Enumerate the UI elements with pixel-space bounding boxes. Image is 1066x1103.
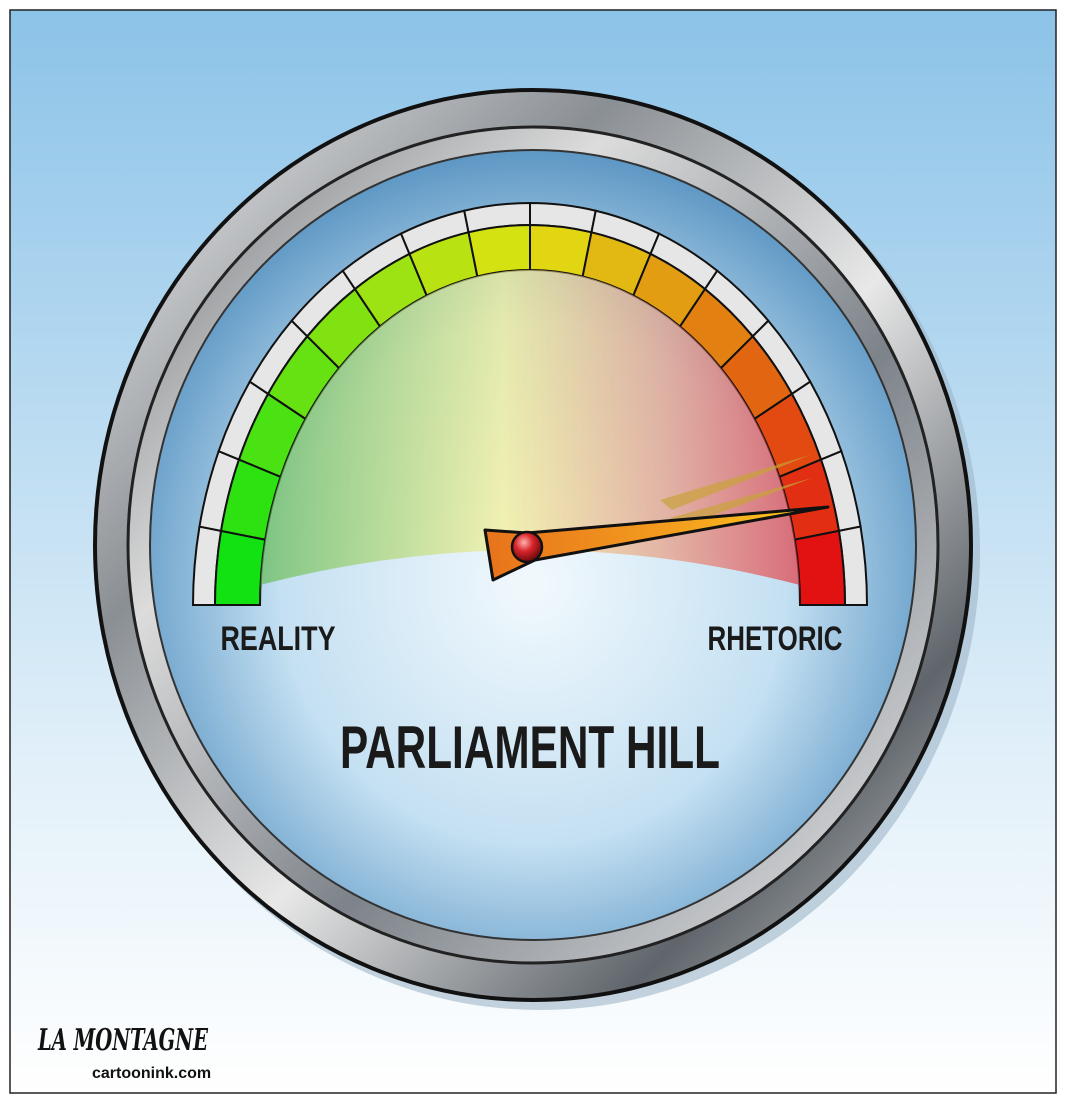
signature: LA MONTAGNE [37,1023,208,1058]
knob [512,532,542,562]
scale-segment [530,225,591,276]
website: cartoonink.com [92,1065,211,1082]
scale-segment [469,225,530,276]
scale-segment [795,531,845,605]
cartoon: REALITY RHETORIC PARLIAMENT HILL LA MONT… [0,0,1066,1103]
left-label: REALITY [221,620,336,658]
gauge-title: PARLIAMENT HILL [340,714,720,781]
right-label: RHETORIC [708,620,843,658]
scale-segment [215,531,265,605]
page: REALITY RHETORIC PARLIAMENT HILL LA MONT… [0,0,1066,1103]
